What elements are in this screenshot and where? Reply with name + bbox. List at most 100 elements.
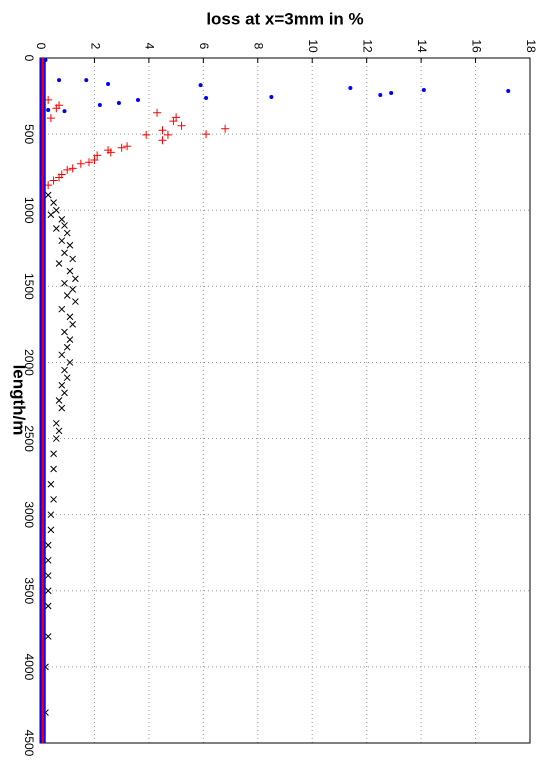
point [204, 96, 209, 101]
point [142, 130, 151, 139]
point [44, 633, 52, 640]
point [52, 206, 60, 214]
point [52, 419, 60, 427]
point [58, 404, 66, 412]
point [44, 541, 52, 549]
x-tick-label: 0 [22, 55, 36, 62]
point [61, 249, 68, 257]
point [221, 124, 230, 133]
point [68, 164, 77, 173]
point [50, 496, 57, 503]
x-tick-label: 2000 [22, 349, 36, 376]
point [63, 165, 72, 174]
point [136, 98, 140, 103]
point [158, 126, 167, 135]
y-tick-label: 18 [524, 39, 538, 53]
point [58, 381, 66, 389]
point [55, 173, 64, 182]
point [158, 136, 167, 145]
point [47, 480, 55, 488]
point [61, 389, 68, 397]
point [52, 435, 60, 442]
point [44, 602, 52, 610]
point [58, 237, 66, 245]
point [49, 176, 58, 185]
point [66, 313, 74, 321]
point [72, 298, 79, 305]
point [47, 511, 55, 519]
point [44, 556, 52, 564]
point [63, 343, 71, 351]
point [72, 275, 79, 283]
chart-title: loss at x=3mm in % [206, 9, 363, 28]
point [61, 328, 68, 336]
point [52, 104, 61, 113]
x-tick-label: 1000 [22, 197, 36, 224]
point [117, 143, 126, 152]
point [46, 114, 55, 123]
point [97, 103, 102, 108]
point [61, 279, 68, 287]
point [63, 374, 71, 382]
y-tick-label: 2 [88, 43, 102, 50]
point [62, 109, 67, 114]
point [61, 222, 68, 229]
point [421, 87, 426, 92]
point [44, 587, 52, 595]
point [506, 89, 511, 94]
point [47, 211, 55, 219]
point [66, 241, 74, 249]
point [55, 427, 63, 435]
point [46, 108, 51, 113]
point [58, 216, 66, 223]
point [202, 130, 211, 139]
y-tick-label: 0 [34, 43, 48, 50]
point [76, 159, 85, 168]
point [66, 336, 74, 343]
point [389, 91, 394, 96]
point [58, 351, 66, 359]
point [44, 572, 52, 579]
point [61, 366, 68, 374]
point [93, 151, 102, 160]
point [66, 359, 74, 366]
point [50, 450, 57, 458]
point [269, 94, 274, 99]
x-tick-label: 1500 [22, 273, 36, 300]
x-tick-label: 4000 [22, 654, 36, 681]
point [55, 397, 63, 404]
x-tick-label: 2500 [22, 425, 36, 452]
point [163, 130, 172, 139]
x-tick-label: 3000 [22, 501, 36, 528]
point [348, 85, 353, 90]
point [52, 225, 60, 232]
point [153, 108, 162, 117]
point [84, 78, 89, 83]
y-tick-label: 4 [143, 43, 157, 50]
point [69, 286, 77, 293]
point [106, 82, 111, 87]
point [169, 117, 178, 126]
point [50, 199, 57, 206]
point [378, 92, 383, 97]
point [58, 305, 66, 313]
point [44, 191, 52, 199]
y-tick-label: 14 [415, 39, 429, 53]
point [47, 526, 55, 534]
point [177, 121, 186, 130]
y-tick-label: 10 [306, 39, 320, 53]
point [198, 83, 203, 88]
point [90, 155, 99, 164]
x-tick-label: 4500 [22, 730, 36, 757]
point [123, 142, 132, 151]
point [69, 321, 77, 328]
point [85, 158, 93, 167]
x-tick-label: 500 [22, 124, 36, 144]
y-tick-label: 6 [197, 43, 211, 50]
y-tick-label: 12 [360, 39, 374, 53]
y-tick-label: 16 [469, 39, 483, 53]
point [57, 78, 62, 83]
point [55, 260, 63, 267]
